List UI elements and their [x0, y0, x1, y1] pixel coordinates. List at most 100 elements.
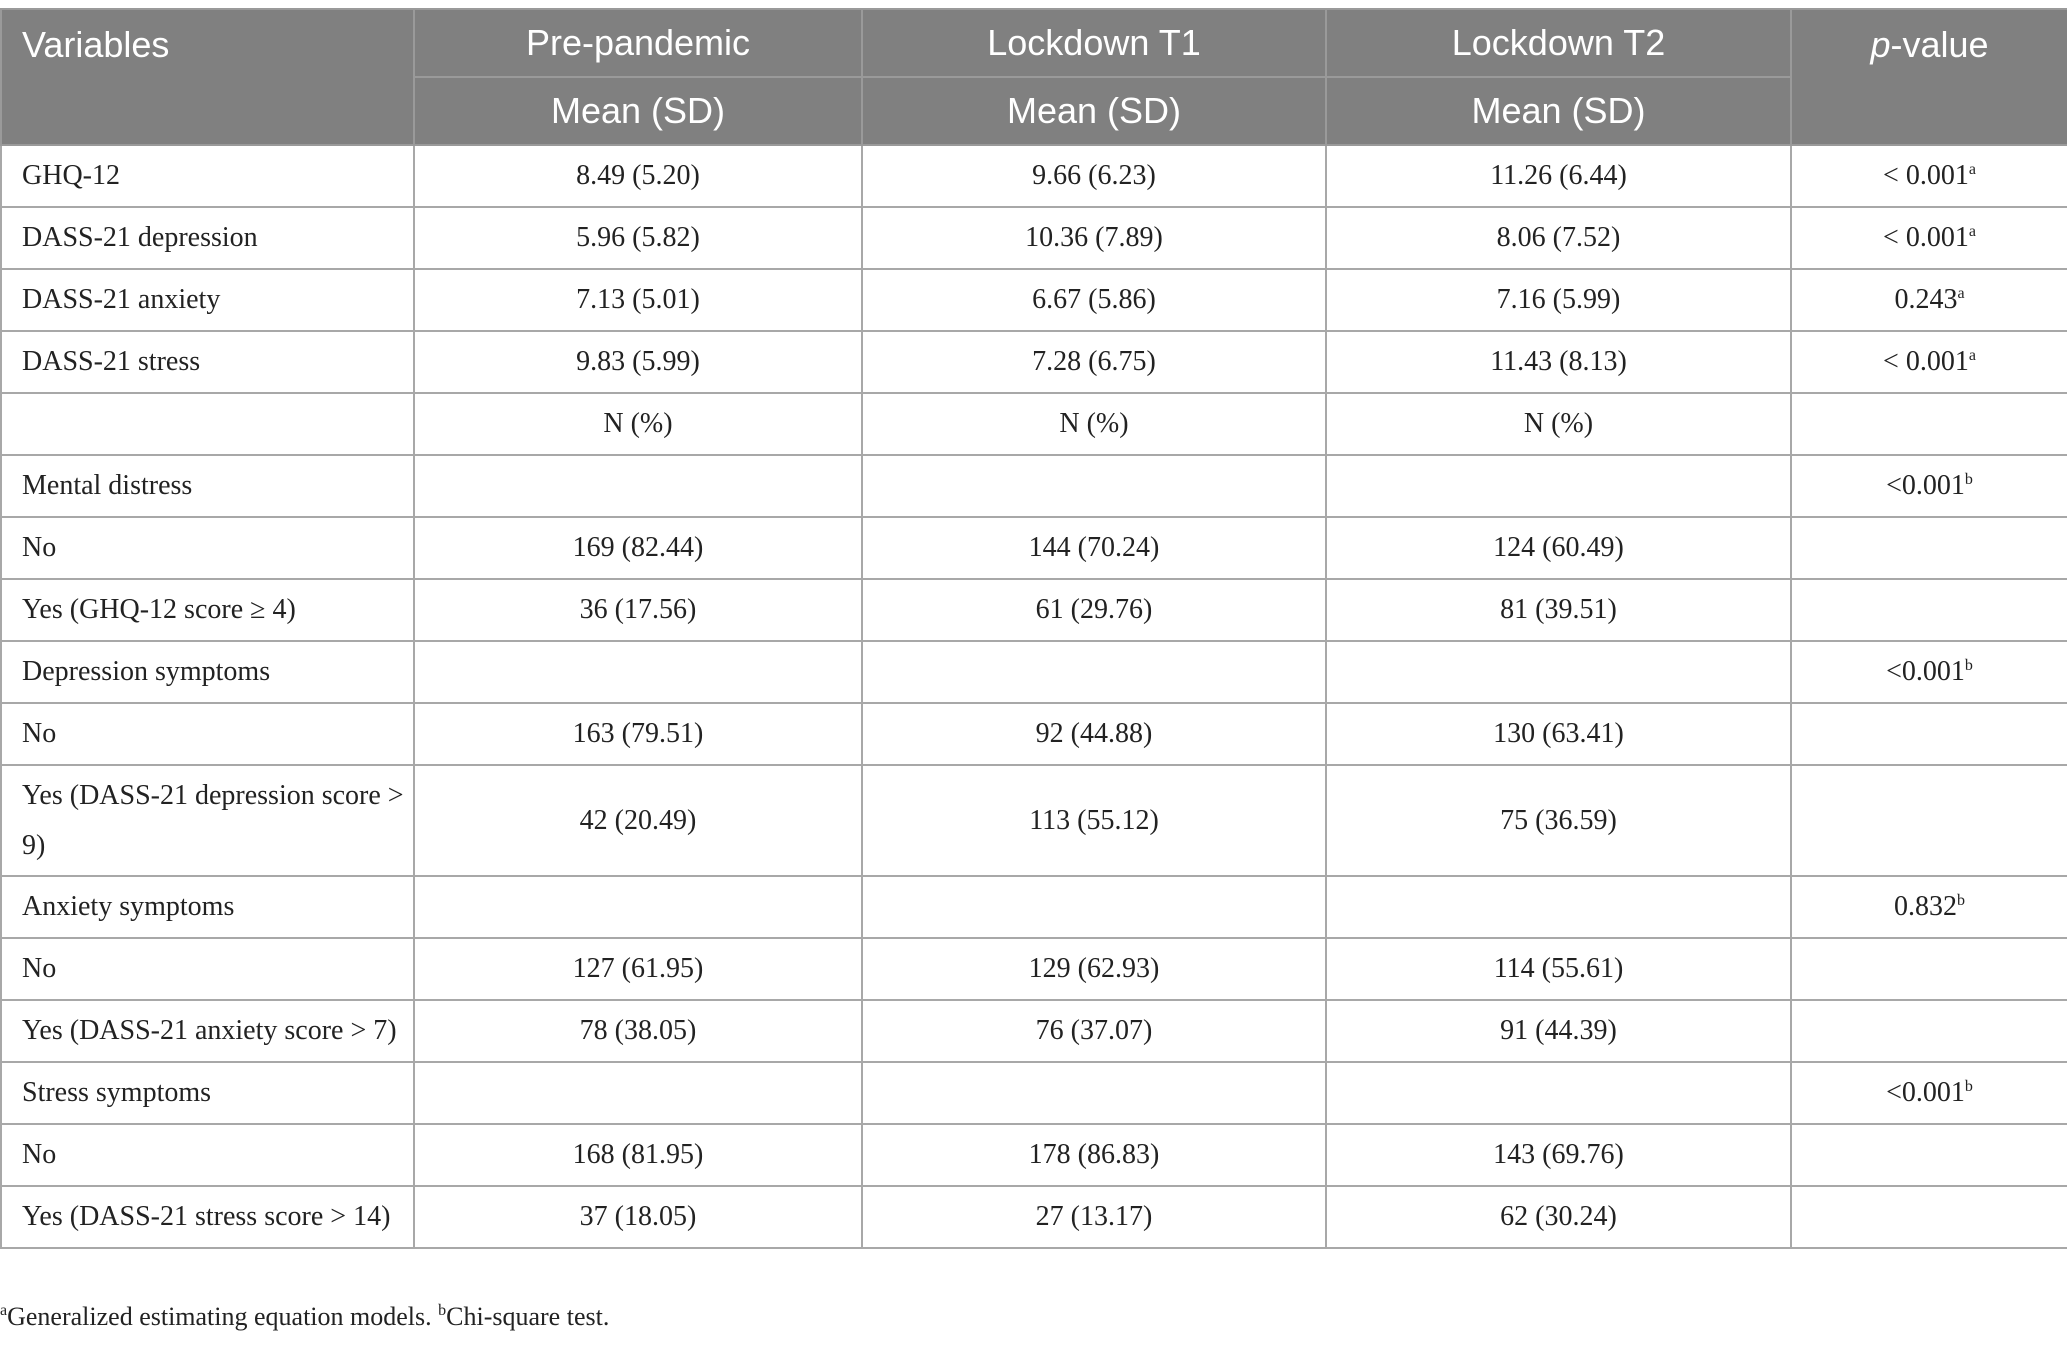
p-value-superscript: a — [1968, 223, 1976, 240]
table-row: Yes (DASS-21 stress score > 14) 37 (18.05… — [0, 1185, 2067, 1249]
cell-value: 168 (81.95) — [413, 1123, 863, 1187]
cell-value — [861, 875, 1327, 939]
p-value-text: <0.001 — [1886, 1077, 1965, 1108]
table-row: No 169 (82.44) 144 (70.24) 124 (60.49) — [0, 516, 2067, 580]
table-row: Yes (DASS-21 anxiety score > 7) 78 (38.05… — [0, 999, 2067, 1063]
cell-value: 9.83 (5.99) — [413, 330, 863, 394]
cell-value: 163 (79.51) — [413, 702, 863, 766]
cell-value: 91 (44.39) — [1325, 999, 1792, 1063]
header-row: Variables Pre-pandemic Lockdown T1 Lockd… — [0, 8, 2067, 146]
row-label: Stress symptoms — [0, 1061, 415, 1125]
cell-value: 27 (13.17) — [861, 1185, 1327, 1249]
row-label: Depression symptoms — [0, 640, 415, 704]
p-value-superscript: a — [1968, 161, 1976, 178]
p-value-superscript: b — [1964, 471, 1973, 488]
table-row: Stress symptoms <0.001b — [0, 1061, 2067, 1125]
header-group: Lockdown T2 — [1325, 8, 1792, 78]
cell-p-value: < 0.001a — [1790, 330, 2067, 394]
header-group: Pre-pandemic — [413, 8, 863, 78]
footnote-b-mark: b — [438, 1302, 447, 1319]
subheader-mean-sd: Mean (SD) — [1325, 76, 1792, 146]
cell-value: 8.49 (5.20) — [413, 144, 863, 208]
p-value-text: < 0.001 — [1883, 160, 1969, 191]
cell-value: 129 (62.93) — [861, 937, 1327, 1001]
cell-p-value — [1790, 999, 2067, 1063]
p-value-superscript: a — [1968, 347, 1976, 364]
p-value-text: <0.001 — [1886, 656, 1965, 687]
p-value-text: 0.243 — [1894, 284, 1958, 315]
p-italic: p — [1870, 24, 1891, 65]
cell-p-value: <0.001b — [1790, 640, 2067, 704]
cell-p-value: <0.001b — [1790, 1061, 2067, 1125]
row-label: DASS-21 depression — [0, 206, 415, 270]
cell-value: N (%) — [413, 392, 863, 456]
cell-value — [1325, 1061, 1792, 1125]
cell-value: 143 (69.76) — [1325, 1123, 1792, 1187]
cell-value — [861, 454, 1327, 518]
cell-p-value: <0.001b — [1790, 454, 2067, 518]
cell-value: 178 (86.83) — [861, 1123, 1327, 1187]
cell-p-value: < 0.001a — [1790, 144, 2067, 208]
cell-value: 113 (55.12) — [861, 764, 1327, 877]
p-value-text: < 0.001 — [1883, 346, 1969, 377]
table-row: Anxiety symptoms 0.832b — [0, 875, 2067, 939]
row-label: Anxiety symptoms — [0, 875, 415, 939]
subheader-mean-sd: Mean (SD) — [413, 76, 863, 146]
cell-value: 11.26 (6.44) — [1325, 144, 1792, 208]
cell-value: 5.96 (5.82) — [413, 206, 863, 270]
row-label: Mental distress — [0, 454, 415, 518]
footnote-b-text: Chi-square test. — [446, 1302, 610, 1331]
cell-p-value — [1790, 392, 2067, 456]
cell-value: 114 (55.61) — [1325, 937, 1792, 1001]
results-table: Variables Pre-pandemic Lockdown T1 Lockd… — [0, 8, 2067, 1249]
cell-value: 6.67 (5.86) — [861, 268, 1327, 332]
cell-p-value — [1790, 1123, 2067, 1187]
header-group: Lockdown T1 — [861, 8, 1327, 78]
row-label — [0, 392, 415, 456]
cell-value: 169 (82.44) — [413, 516, 863, 580]
subheader-row: Mean (SD) Mean (SD) Mean (SD) — [1, 76, 2067, 146]
cell-value: 75 (36.59) — [1325, 764, 1792, 877]
row-label: Yes (GHQ-12 score ≥ 4) — [0, 578, 415, 642]
cell-value: 9.66 (6.23) — [861, 144, 1327, 208]
p-value-text: < 0.001 — [1883, 222, 1969, 253]
cell-p-value — [1790, 937, 2067, 1001]
cell-value: 92 (44.88) — [861, 702, 1327, 766]
p-rest: -value — [1890, 24, 1989, 65]
cell-value: 130 (63.41) — [1325, 702, 1792, 766]
p-value-superscript: b — [1957, 892, 1965, 909]
p-value-superscript: b — [1964, 1078, 1973, 1095]
footnote-a-text: Generalized estimating equation models. — [7, 1302, 432, 1331]
cell-p-value — [1790, 516, 2067, 580]
cell-value — [413, 875, 863, 939]
cell-value: 42 (20.49) — [413, 764, 863, 877]
p-value-superscript: a — [1957, 285, 1965, 302]
cell-value: 7.28 (6.75) — [861, 330, 1327, 394]
row-label: DASS-21 stress — [0, 330, 415, 394]
cell-value: N (%) — [1325, 392, 1792, 456]
table-row: No 163 (79.51) 92 (44.88) 130 (63.41) — [0, 702, 2067, 766]
table-row: GHQ-12 8.49 (5.20) 9.66 (6.23) 11.26 (6.44)… — [0, 144, 2067, 208]
table-body: GHQ-12 8.49 (5.20) 9.66 (6.23) 11.26 (6.44)… — [0, 144, 2067, 1249]
cell-value — [1325, 454, 1792, 518]
cell-value — [413, 640, 863, 704]
row-label: Yes (DASS-21 stress score > 14) — [0, 1185, 415, 1249]
cell-p-value — [1790, 578, 2067, 642]
cell-p-value — [1790, 702, 2067, 766]
table-row: DASS-21 anxiety 7.13 (5.01) 6.67 (5.86) 7.1… — [0, 268, 2067, 332]
cell-value — [1325, 875, 1792, 939]
row-label: GHQ-12 — [0, 144, 415, 208]
cell-value: 81 (39.51) — [1325, 578, 1792, 642]
cell-value — [861, 1061, 1327, 1125]
table-row: DASS-21 stress 9.83 (5.99) 7.28 (6.75) 11.4… — [0, 330, 2067, 394]
cell-value — [413, 454, 863, 518]
table-row: Depression symptoms <0.001b — [0, 640, 2067, 704]
header-variables: Variables — [0, 8, 415, 146]
cell-p-value — [1790, 764, 2067, 877]
table-row: No 127 (61.95) 129 (62.93) 114 (55.61) — [0, 937, 2067, 1001]
table-row: Mental distress <0.001b — [0, 454, 2067, 518]
cell-value — [413, 1061, 863, 1125]
row-label: No — [0, 1123, 415, 1187]
row-label: No — [0, 516, 415, 580]
table-row: Yes (GHQ-12 score ≥ 4) 36 (17.56) 61 (29.7… — [0, 578, 2067, 642]
